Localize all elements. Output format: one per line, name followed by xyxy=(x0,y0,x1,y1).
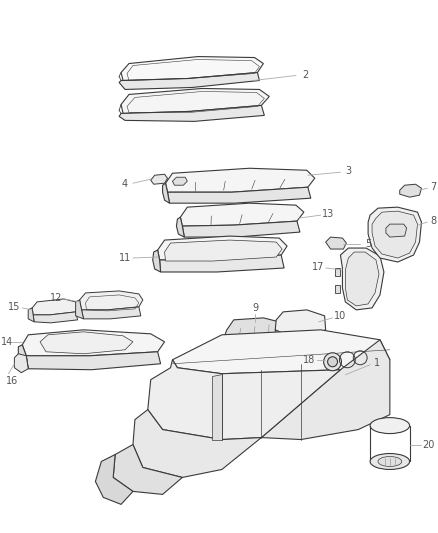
Text: 4: 4 xyxy=(122,179,128,189)
Polygon shape xyxy=(325,237,346,249)
Polygon shape xyxy=(372,211,417,258)
Text: 16: 16 xyxy=(6,376,18,386)
Polygon shape xyxy=(119,72,259,90)
Text: 14: 14 xyxy=(1,337,14,347)
Polygon shape xyxy=(151,174,167,184)
Ellipse shape xyxy=(370,454,410,470)
Polygon shape xyxy=(346,252,379,306)
Polygon shape xyxy=(14,354,28,373)
Polygon shape xyxy=(81,307,141,319)
Polygon shape xyxy=(95,455,133,504)
Polygon shape xyxy=(335,268,340,276)
Polygon shape xyxy=(224,318,283,345)
Text: 18: 18 xyxy=(303,355,315,365)
Polygon shape xyxy=(22,330,165,356)
Polygon shape xyxy=(121,88,269,114)
Polygon shape xyxy=(113,445,182,495)
Polygon shape xyxy=(400,184,421,197)
Polygon shape xyxy=(40,332,133,354)
Polygon shape xyxy=(275,310,325,336)
Text: 15: 15 xyxy=(8,302,21,312)
Text: 3: 3 xyxy=(345,166,351,176)
Ellipse shape xyxy=(324,353,342,371)
Polygon shape xyxy=(76,300,84,319)
Text: 8: 8 xyxy=(430,216,436,226)
Polygon shape xyxy=(28,308,34,322)
Polygon shape xyxy=(33,312,78,323)
Text: 17: 17 xyxy=(311,262,324,272)
Polygon shape xyxy=(368,207,421,262)
Text: 11: 11 xyxy=(119,253,131,263)
Polygon shape xyxy=(165,240,282,261)
Polygon shape xyxy=(173,177,187,185)
Polygon shape xyxy=(182,221,300,237)
Polygon shape xyxy=(18,345,28,369)
Polygon shape xyxy=(335,285,340,293)
Polygon shape xyxy=(148,360,340,440)
Polygon shape xyxy=(121,56,263,80)
Text: 12: 12 xyxy=(49,293,62,303)
Polygon shape xyxy=(133,410,261,478)
Text: 2: 2 xyxy=(302,69,308,79)
Polygon shape xyxy=(177,217,184,237)
Polygon shape xyxy=(158,236,287,260)
Polygon shape xyxy=(166,168,315,192)
Text: 7: 7 xyxy=(430,182,436,192)
Polygon shape xyxy=(119,106,265,122)
Text: 1: 1 xyxy=(374,358,380,368)
Text: 13: 13 xyxy=(321,209,334,219)
Polygon shape xyxy=(340,248,384,310)
Ellipse shape xyxy=(370,417,410,433)
Polygon shape xyxy=(173,330,390,374)
Polygon shape xyxy=(162,183,170,203)
Polygon shape xyxy=(275,330,313,347)
Polygon shape xyxy=(159,255,284,272)
Polygon shape xyxy=(261,340,390,440)
Polygon shape xyxy=(80,291,143,310)
Polygon shape xyxy=(212,374,222,440)
Polygon shape xyxy=(26,352,161,370)
Polygon shape xyxy=(167,187,311,203)
Polygon shape xyxy=(386,224,406,237)
Polygon shape xyxy=(153,250,161,272)
Ellipse shape xyxy=(328,357,338,367)
Polygon shape xyxy=(32,299,78,315)
Text: 10: 10 xyxy=(334,311,346,321)
Text: 5: 5 xyxy=(365,239,371,249)
Text: 9: 9 xyxy=(252,303,258,313)
Polygon shape xyxy=(180,203,304,226)
Ellipse shape xyxy=(378,456,402,466)
Text: 20: 20 xyxy=(422,440,434,449)
